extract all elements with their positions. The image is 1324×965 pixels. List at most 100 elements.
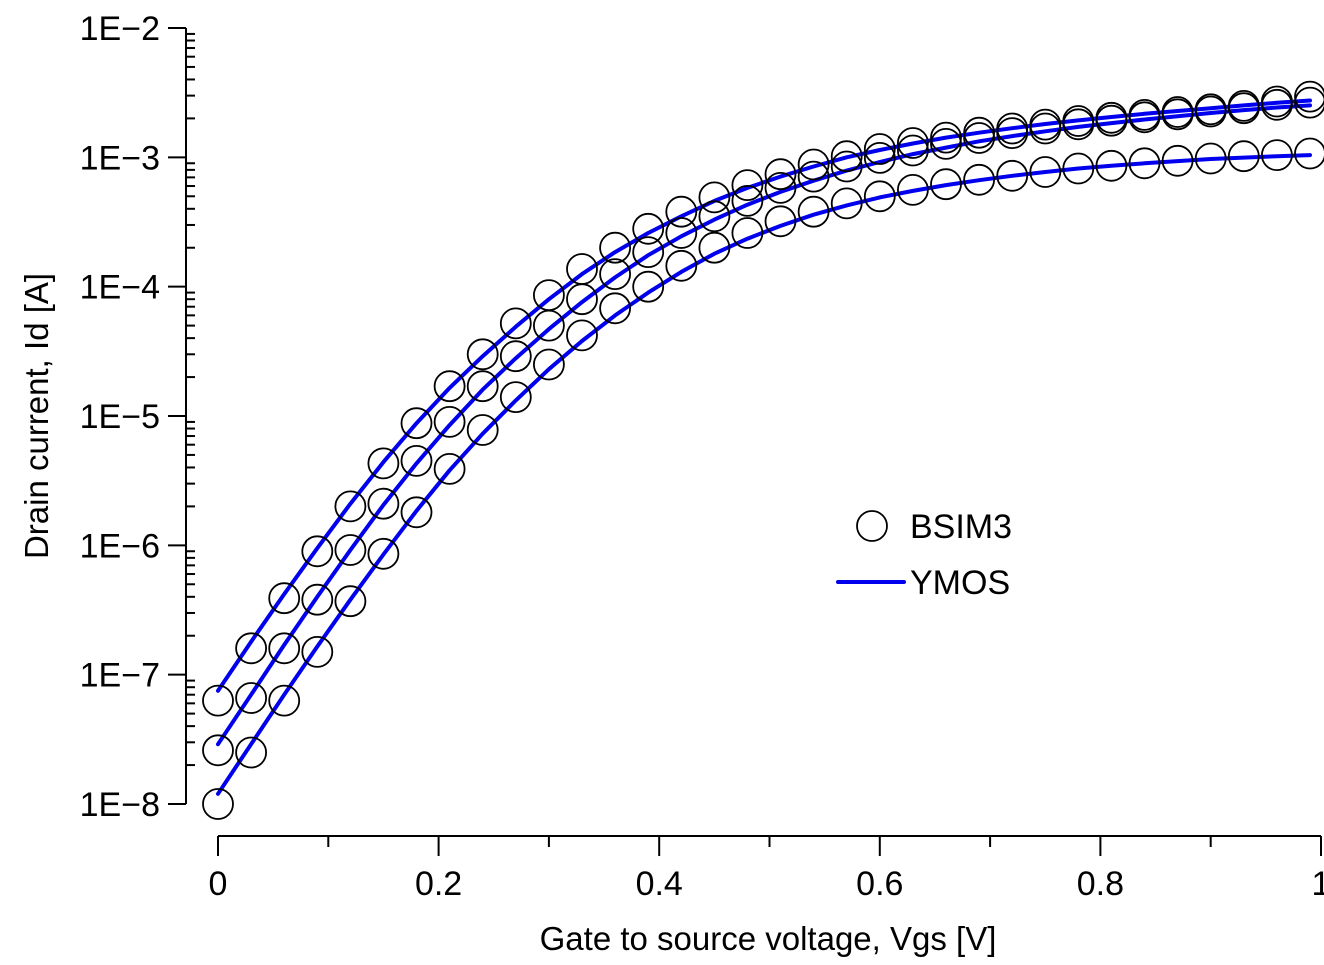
legend: BSIM3 YMOS [836, 508, 1012, 602]
bsim3-point [1095, 149, 1128, 182]
x-tick-label: 0.4 [636, 865, 683, 903]
bsim3-point [863, 180, 896, 213]
y-tick-label: 1E−3 [80, 139, 160, 177]
bsim3-point [533, 309, 565, 342]
bsim3-point [1227, 92, 1260, 125]
bsim3-point [830, 140, 863, 173]
bsim3-point [863, 133, 896, 165]
bsim3-point [466, 370, 499, 403]
ymos-lines [216, 98, 1312, 796]
bsim3-point [996, 117, 1029, 150]
x-tick-label: 0.6 [856, 865, 903, 903]
y-tick-label: 1E−7 [80, 657, 160, 695]
bsim3-point [334, 490, 367, 523]
x-axis-title: Gate to source voltage, Vgs [V] [540, 920, 997, 957]
bsim3-point [698, 200, 731, 233]
bsim3-point [202, 684, 234, 717]
bsim3-point [433, 370, 466, 403]
bsim3-point [963, 163, 995, 196]
x-tick-label: 0.2 [415, 865, 462, 903]
bsim3-point [1294, 86, 1324, 119]
bsim3-point [533, 279, 565, 312]
bsim3-point [897, 134, 929, 167]
bsim3-point [268, 582, 301, 615]
bsim3-point [533, 348, 565, 381]
y-tick-label: 1E−4 [80, 269, 160, 307]
bsim3-point [930, 127, 962, 160]
bsim3-point [1194, 95, 1227, 128]
bsim3-point [930, 121, 962, 154]
bsim3-point [632, 212, 665, 245]
bsim3-point [632, 270, 665, 303]
bsim3-point [930, 168, 962, 201]
bsim3-point [1194, 142, 1227, 175]
bsim3-point [698, 231, 731, 264]
bsim3-point [400, 444, 433, 477]
bsim3-point [1062, 152, 1095, 185]
y-tick-label: 1E−5 [80, 398, 160, 436]
ymos-curve-2 [216, 103, 1312, 747]
bsim3-point [1161, 144, 1194, 177]
bsim3-point [797, 195, 830, 228]
bsim3-point [764, 158, 797, 191]
bsim3-point [897, 173, 929, 206]
bsim3-point [566, 319, 598, 352]
legend-marker-bsim3 [856, 510, 888, 542]
bsim3-point [1128, 101, 1161, 134]
y-tick-label: 1E−2 [80, 10, 160, 48]
bsim3-point [301, 535, 334, 568]
bsim3-point [797, 160, 830, 193]
bsim3-point [367, 537, 400, 570]
bsim3-point [268, 632, 301, 665]
bsim3-point [1029, 156, 1062, 188]
y-axis-title: Drain current, Id [A] [18, 273, 55, 559]
bsim3-point [830, 150, 863, 183]
bsim3-point [996, 159, 1029, 192]
bsim3-point [499, 307, 532, 340]
bsim3-point [566, 283, 598, 316]
bsim3-point [1261, 88, 1293, 121]
bsim3-point [400, 496, 433, 529]
x-tick-label: 0.8 [1077, 865, 1124, 903]
bsim3-point [764, 205, 797, 238]
bsim3-markers [202, 80, 1324, 820]
bsim3-point [665, 249, 698, 282]
bsim3-point [599, 231, 631, 264]
bsim3-point [301, 583, 334, 616]
bsim3-point [400, 407, 433, 440]
ymos-curve-3 [216, 153, 1312, 796]
bsim3-point [334, 534, 367, 566]
legend-label-bsim3: BSIM3 [910, 508, 1012, 546]
bsim3-point [665, 195, 698, 228]
bsim3-point [963, 122, 995, 154]
x-tick-label: 0 [209, 865, 228, 903]
bsim3-point [499, 340, 532, 373]
bsim3-point [830, 187, 863, 220]
bsim3-point [731, 184, 764, 217]
bsim3-point [632, 236, 665, 269]
bsim3-point [1029, 112, 1062, 145]
bsim3-point [268, 684, 301, 717]
bsim3-point [731, 217, 764, 249]
bsim3-point [433, 405, 466, 438]
bsim3-point [1161, 98, 1194, 131]
bsim3-point [367, 447, 400, 480]
bsim3-point [202, 788, 234, 820]
bsim3-point [466, 338, 499, 371]
bsim3-point [499, 381, 532, 414]
axes: 0 0.2 0.4 0.6 0.8 1 1E−8 1E−7 1E−6 1E−5 1E−4 1E−3 1E… [80, 10, 1324, 903]
bsim3-point [665, 217, 698, 249]
bsim3-point [202, 734, 234, 767]
legend-label-ymos: YMOS [910, 564, 1010, 602]
y-tick-label: 1E−8 [80, 786, 160, 824]
bsim3-point [1261, 139, 1293, 172]
bsim3-point [367, 487, 400, 520]
bsim3-point [235, 632, 268, 665]
bsim3-point [599, 292, 631, 325]
bsim3-point [764, 171, 797, 204]
bsim3-point [797, 148, 830, 181]
bsim3-point [301, 636, 334, 668]
bsim3-point [1294, 137, 1324, 170]
bsim3-point [433, 452, 466, 485]
